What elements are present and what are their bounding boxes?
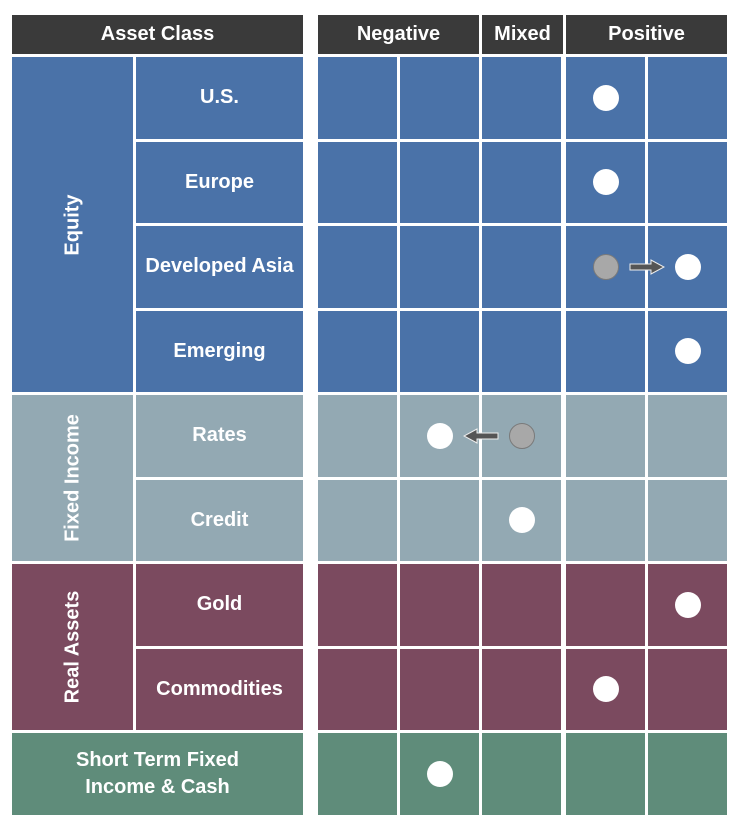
current-position-marker xyxy=(592,169,619,196)
previous-position-marker xyxy=(508,422,535,449)
matrix-cell xyxy=(400,141,479,223)
row-label-emerging: Emerging xyxy=(136,310,303,392)
matrix-cell xyxy=(566,479,645,561)
matrix-cell xyxy=(566,564,645,646)
row-label-rates: Rates xyxy=(136,395,303,477)
current-position-marker xyxy=(426,760,453,787)
header-asset-class: Asset Class xyxy=(12,15,303,54)
matrix-cell xyxy=(482,226,561,308)
matrix-cell xyxy=(566,310,645,392)
matrix-cell xyxy=(648,479,727,561)
matrix-cell xyxy=(318,648,397,730)
matrix-cell xyxy=(482,310,561,392)
group-name: Fixed Income xyxy=(61,414,83,542)
current-position-marker xyxy=(508,507,535,534)
current-position-marker xyxy=(674,253,701,280)
row-label-europe: Europe xyxy=(136,141,303,223)
matrix-cell xyxy=(648,648,727,730)
row-label-credit: Credit xyxy=(136,479,303,561)
matrix-cell xyxy=(482,57,561,139)
matrix-cell xyxy=(318,57,397,139)
row-label-u-s: U.S. xyxy=(136,57,303,139)
arrow-left-icon xyxy=(462,427,499,444)
matrix-cell xyxy=(648,141,727,223)
row-label-short-term-fixed-income-cash: Short Term Fixed Income & Cash xyxy=(12,733,303,815)
current-position-marker xyxy=(592,676,619,703)
row-label-developed-asia: Developed Asia xyxy=(136,226,303,308)
matrix-cell xyxy=(566,733,645,815)
group-name: Equity xyxy=(61,193,83,256)
matrix-cell xyxy=(400,57,479,139)
matrix-cell xyxy=(400,648,479,730)
header-negative: Negative xyxy=(318,15,479,54)
current-position-marker xyxy=(426,422,453,449)
previous-position-marker xyxy=(592,253,619,280)
group-label-fixed-income: Fixed Income xyxy=(12,395,133,561)
group-label-real-assets: Real Assets xyxy=(12,564,133,730)
matrix-cell xyxy=(482,141,561,223)
matrix-cell xyxy=(400,226,479,308)
matrix-cell xyxy=(318,141,397,223)
header-positive: Positive xyxy=(566,15,727,54)
matrix-cell xyxy=(318,226,397,308)
matrix-cell xyxy=(482,564,561,646)
matrix-cell xyxy=(400,564,479,646)
matrix-cell xyxy=(648,395,727,477)
matrix-cell xyxy=(400,310,479,392)
group-label-equity: Equity xyxy=(12,57,133,392)
matrix-cell xyxy=(400,479,479,561)
arrow-right-icon xyxy=(629,258,665,275)
matrix-cell xyxy=(318,310,397,392)
current-position-marker xyxy=(674,338,701,365)
header-mixed: Mixed xyxy=(482,15,563,54)
matrix-cell xyxy=(648,57,727,139)
matrix-cell xyxy=(648,733,727,815)
current-position-marker xyxy=(674,591,701,618)
matrix-cell xyxy=(482,648,561,730)
group-name: Real Assets xyxy=(61,590,83,704)
matrix-cell xyxy=(318,395,397,477)
current-position-marker xyxy=(592,84,619,111)
matrix-cell xyxy=(318,564,397,646)
matrix-cell xyxy=(566,395,645,477)
matrix-cell xyxy=(482,733,561,815)
matrix-cell xyxy=(318,733,397,815)
matrix-cell xyxy=(318,479,397,561)
row-label-commodities: Commodities xyxy=(136,648,303,730)
row-label-gold: Gold xyxy=(136,564,303,646)
